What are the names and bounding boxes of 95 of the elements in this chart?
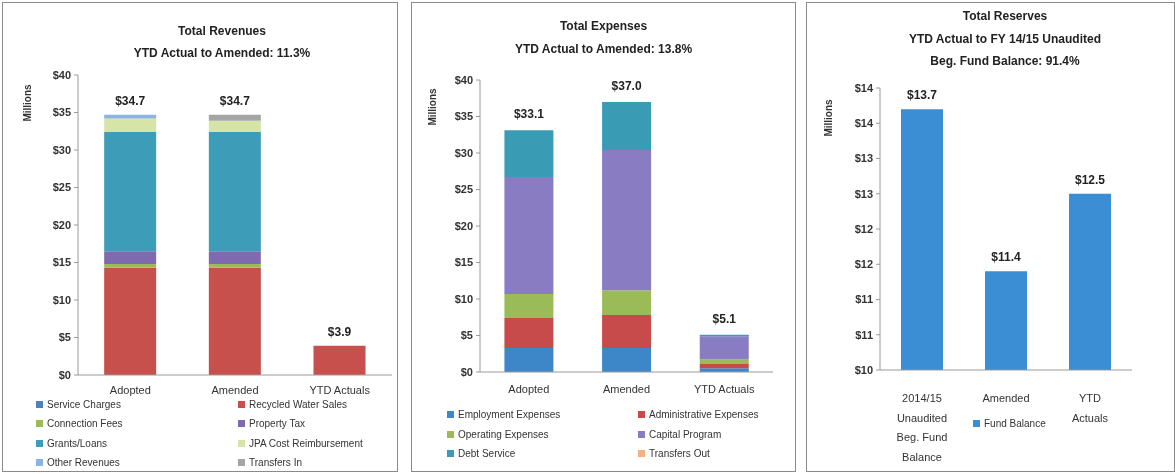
- total-label: $5.1: [712, 311, 737, 326]
- total-label: $3.9: [327, 324, 352, 339]
- bar: [104, 251, 157, 264]
- legend-label: JPA Cost Reimbursement: [249, 437, 363, 449]
- legend-label: Capital Program: [649, 428, 722, 440]
- x-tick-label: Adopted: [109, 384, 151, 396]
- total-label: $33.1: [513, 107, 545, 122]
- bar: [504, 293, 554, 318]
- chart-title: Total Revenues: [177, 23, 267, 40]
- chart-title: Total Expenses: [558, 18, 649, 35]
- y-tick-label: $35: [52, 106, 71, 119]
- bar: [208, 132, 261, 252]
- x-tick-label: Amended: [211, 384, 259, 396]
- y-tick-label: $14: [854, 117, 874, 130]
- legend-label: Recycled Water Sales: [249, 399, 347, 411]
- bar: [602, 101, 652, 151]
- legend-label: Transfers In: [249, 457, 302, 469]
- bar: [699, 336, 749, 360]
- legend-label: Grants/Loans: [47, 437, 108, 449]
- y-tick-label: $0: [460, 365, 473, 378]
- y-tick-label: $12: [854, 258, 873, 271]
- data-label: $11.4: [991, 250, 1022, 265]
- bar: [602, 290, 652, 316]
- y-tick-label: $20: [454, 219, 473, 232]
- y-axis-title: Millions: [21, 84, 33, 122]
- y-tick-label: $0: [58, 368, 71, 381]
- y-tick-label: $15: [52, 256, 71, 269]
- legend-label: Debt Service: [458, 448, 516, 460]
- total-label: $34.7: [115, 93, 146, 108]
- y-tick-label: $5: [58, 331, 71, 344]
- total-label: $34.7: [219, 93, 251, 108]
- x-tick-label: YTD Actuals: [309, 384, 371, 396]
- y-tick-label: $40: [454, 73, 473, 86]
- y-tick-label: $13: [854, 187, 873, 200]
- bar: [504, 347, 554, 372]
- legend-label: Service Charges: [47, 399, 121, 411]
- y-tick-label: $30: [454, 146, 473, 159]
- y-tick-label: $25: [454, 183, 473, 196]
- x-tick-label: Amended: [602, 383, 651, 395]
- bar: [208, 264, 261, 268]
- y-tick-label: $13: [854, 152, 873, 165]
- bar: [208, 251, 261, 264]
- chart-title: Total Reserves: [961, 8, 1049, 25]
- y-tick-label: $10: [52, 293, 71, 306]
- bar: [602, 150, 652, 291]
- bar: [104, 264, 157, 268]
- chart-subtitle: YTD Actual to Amended: 11.3%: [132, 45, 312, 62]
- bar: [104, 132, 157, 252]
- bar: [504, 130, 554, 178]
- y-tick-label: $14: [854, 81, 874, 94]
- x-tick-label: 2014/15 Unaudited Beg. Fund Balance: [896, 392, 948, 463]
- bar: [504, 177, 554, 294]
- bar: [104, 267, 157, 375]
- bar: [208, 267, 261, 375]
- y-tick-label: $12: [854, 222, 873, 235]
- legend-label: Operating Expenses: [458, 428, 549, 440]
- y-tick-label: $10: [454, 292, 473, 305]
- bar: [208, 114, 261, 121]
- y-tick-label: $11: [855, 328, 873, 341]
- y-tick-label: $11: [855, 293, 873, 306]
- y-tick-label: $15: [454, 256, 473, 269]
- y-tick-label: $30: [52, 143, 71, 156]
- legend-label: Property Tax: [249, 418, 305, 430]
- y-axis-title: Millions: [822, 99, 834, 137]
- x-tick-label: Amended: [982, 392, 1030, 404]
- legend-label: Fund Balance: [984, 418, 1046, 429]
- legend-label: Connection Fees: [47, 418, 123, 430]
- bar: [699, 363, 749, 369]
- legend-label: Administrative Expenses: [649, 409, 759, 421]
- total-label: $37.0: [611, 78, 642, 93]
- legend-label: Employment Expenses: [458, 409, 561, 421]
- y-tick-label: $10: [854, 363, 873, 376]
- legend-label: Transfers Out: [649, 448, 710, 460]
- data-label: $13.7: [906, 88, 938, 103]
- y-axis-title: Millions: [426, 88, 438, 126]
- chart-subtitle: YTD Actual to Amended: 13.8%: [513, 41, 694, 58]
- x-tick-label: YTD Actuals: [1071, 392, 1109, 424]
- y-tick-label: $25: [52, 181, 71, 194]
- bar: [602, 315, 652, 348]
- legend-label: Other Revenues: [47, 457, 120, 469]
- bar: [104, 118, 157, 132]
- y-tick-label: $5: [460, 329, 473, 342]
- bar: [104, 114, 157, 119]
- chart-subtitle: YTD Actual to FY 14/15 Unaudited Beg. Fund Balance: 91.4%: [907, 30, 1102, 70]
- y-tick-label: $20: [52, 218, 71, 231]
- y-tick-label: $35: [454, 110, 473, 123]
- bar: [504, 317, 554, 348]
- bar: [208, 120, 261, 132]
- x-tick-label: Adopted: [508, 383, 550, 395]
- data-label: $12.5: [1074, 172, 1106, 187]
- bar: [313, 345, 366, 375]
- y-tick-label: $40: [52, 68, 71, 81]
- bar: [699, 359, 749, 364]
- x-tick-label: YTD Actuals: [693, 383, 755, 395]
- bar: [602, 347, 652, 372]
